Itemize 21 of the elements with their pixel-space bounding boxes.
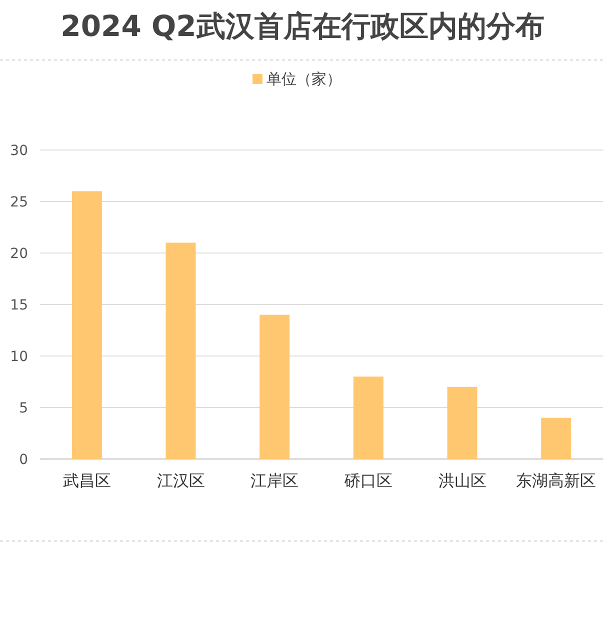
- bar: [353, 376, 384, 459]
- bar: [447, 386, 478, 459]
- x-tick-label: 硚口区: [343, 471, 392, 490]
- y-tick-label: 25: [10, 194, 28, 210]
- y-tick-label: 0: [19, 452, 28, 468]
- bar: [260, 314, 290, 459]
- x-tick-label: 武昌区: [62, 471, 111, 490]
- x-tick-label: 东湖高新区: [516, 471, 596, 490]
- y-tick-label: 30: [10, 143, 28, 159]
- bar: [166, 242, 196, 459]
- y-tick-label: 5: [19, 400, 28, 416]
- legend-label: 单位（家）: [266, 70, 342, 88]
- bar: [72, 191, 102, 459]
- chart-title: 2024 Q2武汉首店在行政区内的分布: [60, 9, 544, 43]
- x-tick-label: 江岸区: [250, 471, 299, 490]
- x-tick-label: 江汉区: [156, 471, 205, 490]
- bar: [541, 418, 572, 459]
- y-tick-label: 10: [10, 349, 28, 365]
- y-tick-label: 15: [10, 298, 28, 314]
- x-tick-label: 洪山区: [438, 471, 486, 490]
- y-tick-label: 20: [10, 246, 28, 262]
